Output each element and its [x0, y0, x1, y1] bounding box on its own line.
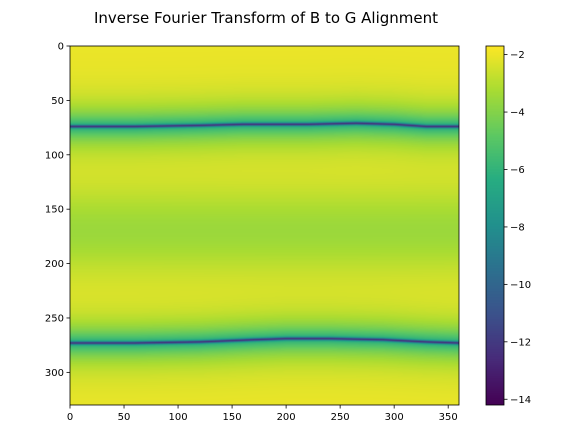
x-tick-label: 0 — [67, 412, 73, 423]
y-tick-label: 300 — [45, 368, 64, 379]
chart-title: Inverse Fourier Transform of B to G Alig… — [94, 9, 438, 27]
colorbar-tick-label: −14 — [510, 395, 531, 406]
colorbar-gradient — [486, 46, 504, 405]
y-tick-label: 150 — [45, 205, 64, 216]
x-tick-label: 100 — [169, 412, 188, 423]
heatmap-plot — [70, 46, 459, 405]
x-tick-label: 150 — [223, 412, 242, 423]
y-tick-label: 200 — [45, 259, 64, 270]
x-tick-label: 200 — [277, 412, 296, 423]
colorbar-tick-label: −6 — [510, 165, 525, 176]
colorbar-tick-label: −12 — [510, 337, 531, 348]
colorbar-frame — [485, 45, 505, 406]
y-tick-label: 50 — [51, 96, 64, 107]
colorbar-tick-label: −8 — [510, 222, 525, 233]
x-tick-label: 300 — [385, 412, 404, 423]
plot-frame — [69, 45, 460, 406]
colorbar-tick-label: −10 — [510, 280, 531, 291]
y-tick-label: 100 — [45, 150, 64, 161]
colorbar-tick-label: −2 — [510, 50, 525, 61]
y-tick-label: 250 — [45, 313, 64, 324]
colorbar-tick-label: −4 — [510, 108, 525, 119]
x-tick-label: 50 — [118, 412, 131, 423]
colorbar: −2 −4 −6 −8 −10 −12 −14 — [485, 45, 531, 406]
heatmap-image — [70, 46, 459, 405]
x-tick-label: 250 — [331, 412, 350, 423]
y-tick-label: 0 — [58, 42, 64, 53]
axes: 0 50 100 150 200 250 300 350 0 50 100 150 200 250 300 — [45, 42, 460, 423]
x-tick-label: 350 — [439, 412, 458, 423]
